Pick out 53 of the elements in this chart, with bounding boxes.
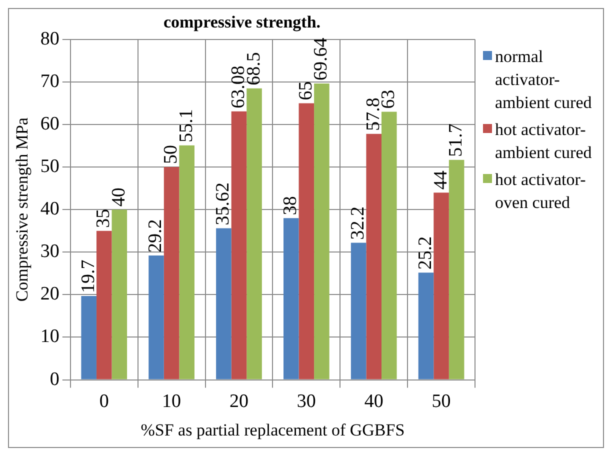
data-label: 44 bbox=[430, 170, 452, 190]
bar bbox=[283, 218, 299, 380]
y-tick-label: 0 bbox=[50, 368, 60, 390]
bar bbox=[246, 88, 262, 380]
bar bbox=[448, 160, 464, 380]
data-label: 65 bbox=[295, 81, 316, 100]
bar bbox=[112, 210, 128, 380]
data-label: 35 bbox=[93, 208, 114, 228]
bar bbox=[148, 256, 164, 380]
data-label: 29.2 bbox=[145, 219, 166, 253]
x-axis-title: %SF as partial replacement of GGBFS bbox=[140, 420, 405, 440]
y-tick-label: 40 bbox=[40, 198, 60, 220]
data-label: 50 bbox=[160, 145, 182, 164]
x-tick-label: 20 bbox=[229, 391, 248, 412]
bar bbox=[350, 242, 366, 380]
y-tick-label: 80 bbox=[40, 28, 60, 50]
x-tick-label: 0 bbox=[99, 391, 109, 412]
y-axis-title: Compressive strength MPa bbox=[12, 117, 32, 302]
bar bbox=[231, 111, 247, 380]
data-label: 19.7 bbox=[78, 260, 99, 293]
y-tick-label: 30 bbox=[40, 241, 60, 262]
data-label: 35.62 bbox=[212, 182, 234, 226]
y-tick-label: 70 bbox=[40, 70, 60, 92]
x-tick-label: 10 bbox=[162, 391, 182, 412]
data-label: 69.64 bbox=[310, 37, 332, 80]
bar bbox=[164, 167, 180, 380]
data-label: 40 bbox=[108, 188, 130, 207]
x-tick-label: 40 bbox=[364, 391, 384, 412]
x-tick-label: 50 bbox=[432, 391, 451, 412]
bar bbox=[96, 230, 112, 380]
data-label: 51.7 bbox=[446, 124, 467, 157]
data-label: 25.2 bbox=[414, 236, 436, 270]
bar bbox=[216, 228, 232, 380]
bar bbox=[298, 103, 314, 380]
y-tick-label: 10 bbox=[40, 326, 60, 348]
bar bbox=[179, 145, 194, 380]
y-tick-label: 60 bbox=[40, 113, 60, 134]
bar bbox=[314, 83, 330, 380]
bar bbox=[81, 296, 96, 380]
bar bbox=[381, 112, 397, 380]
y-tick-label: 20 bbox=[40, 284, 60, 305]
legend-label: hot activator-oven cured bbox=[495, 169, 587, 214]
bar bbox=[434, 192, 449, 380]
y-tick-label: 50 bbox=[40, 156, 60, 178]
chart-title: compressive strength. bbox=[163, 12, 321, 32]
data-label: 55.1 bbox=[176, 109, 197, 142]
data-label: 38 bbox=[280, 196, 302, 216]
bar bbox=[418, 272, 434, 380]
data-label: 32.2 bbox=[348, 206, 369, 240]
bar bbox=[366, 134, 382, 380]
data-label: 68.5 bbox=[243, 52, 264, 86]
x-tick-label: 30 bbox=[296, 391, 316, 412]
data-label: 63 bbox=[378, 90, 400, 109]
